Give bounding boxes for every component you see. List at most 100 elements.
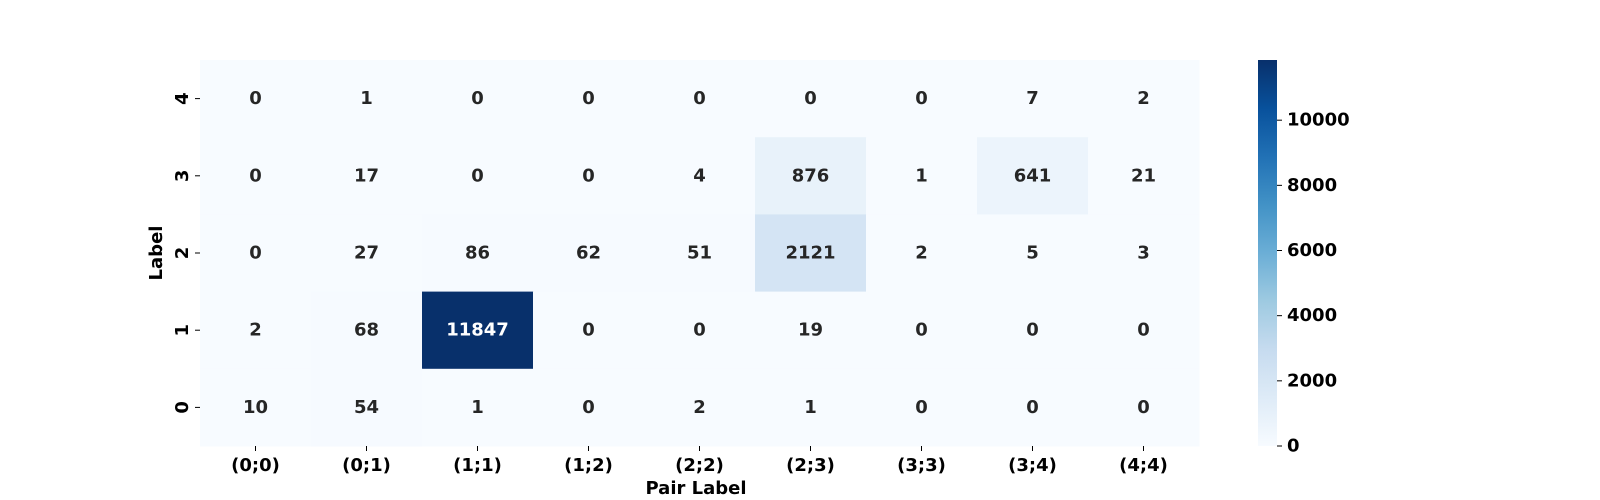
heatmap-cell [644, 368, 756, 447]
heatmap-cell [755, 214, 867, 293]
cell-value-label: 1 [471, 397, 484, 418]
cell-value-label: 27 [354, 243, 379, 264]
y-tick-label: 2 [172, 247, 193, 260]
x-tick-label: (0;0) [231, 455, 280, 476]
heatmap-cell [977, 60, 1089, 138]
cell-value-label: 0 [1026, 397, 1039, 418]
cell-value-label: 0 [1137, 397, 1150, 418]
x-tick-label: (3;3) [897, 455, 946, 476]
heatmap-cell [200, 368, 312, 447]
colorbar-tick-label: 2000 [1287, 370, 1337, 391]
cell-value-label: 54 [354, 397, 379, 418]
cell-value-label: 10 [243, 397, 268, 418]
cell-value-label: 0 [693, 320, 706, 341]
cell-value-label: 876 [792, 165, 830, 186]
cell-value-label: 1 [804, 397, 817, 418]
cell-value-label: 0 [471, 88, 484, 109]
heatmap-cell [1088, 291, 1200, 370]
heatmap-cell [533, 214, 645, 293]
cell-value-label: 0 [915, 88, 928, 109]
x-axis-ticks: (0;0) (0;1) (1;1) (1;2) (2;2) (2;3) (3;3) (3;4)… [231, 446, 1168, 476]
heatmap-cell [311, 214, 423, 293]
heatmap-cell [311, 137, 423, 215]
cell-value-label: 3 [1137, 243, 1150, 264]
heatmap-cell [311, 368, 423, 447]
x-axis-label: Pair Label [645, 478, 746, 499]
cell-value-label: 51 [687, 243, 712, 264]
cell-value-label: 2 [693, 397, 706, 418]
cell-value-label: 0 [582, 320, 595, 341]
cell-value-label: 0 [1137, 320, 1150, 341]
x-tick-label: (3;4) [1008, 455, 1057, 476]
cell-value-label: 5 [1026, 243, 1039, 264]
cell-value-label: 2121 [785, 243, 835, 264]
heatmap-cell [755, 291, 867, 370]
cell-value-label: 17 [354, 165, 379, 186]
heatmap-cell [422, 214, 534, 293]
heatmap-cell [644, 214, 756, 293]
cell-value-label: 0 [582, 88, 595, 109]
heatmap-cell [311, 291, 423, 370]
heatmap-cell [1088, 137, 1200, 215]
heatmap-cell [422, 137, 534, 215]
heatmap-cell [1088, 368, 1200, 447]
heatmap-cell-labels: 0 1 0 0 0 0 0 7 20 17 0 0 4 876 1 641 210 27 86 62 51 2121 2 5 3… [243, 88, 1156, 418]
heatmap-cells [200, 60, 1200, 447]
cell-value-label: 86 [465, 243, 490, 264]
y-tick-label: 3 [172, 170, 193, 183]
heatmap-cell [866, 368, 978, 447]
heatmap-cell [644, 291, 756, 370]
heatmap-cell [200, 60, 312, 138]
heatmap-cell [644, 137, 756, 215]
heatmap-cell [866, 60, 978, 138]
heatmap-cell [533, 291, 645, 370]
cell-value-label: 7 [1026, 88, 1039, 109]
cell-value-label: 0 [1026, 320, 1039, 341]
cell-value-label: 4 [693, 165, 706, 186]
x-tick-label: (2;3) [786, 455, 835, 476]
colorbar [1258, 60, 1277, 446]
heatmap-cell [644, 60, 756, 138]
heatmap-cell [533, 60, 645, 138]
x-tick-label: (1;2) [564, 455, 613, 476]
y-tick-label: 0 [172, 401, 193, 414]
heatmap-cell [200, 137, 312, 215]
heatmap-cell [200, 291, 312, 370]
cell-value-label: 0 [249, 165, 262, 186]
heatmap-cell [866, 291, 978, 370]
heatmap-cell [866, 214, 978, 293]
cell-value-label: 11847 [446, 320, 509, 341]
cell-value-label: 0 [915, 397, 928, 418]
x-tick-label: (2;2) [675, 455, 724, 476]
heatmap-cell [422, 60, 534, 138]
cell-value-label: 0 [582, 397, 595, 418]
cell-value-label: 0 [915, 320, 928, 341]
heatmap-cell [977, 368, 1089, 447]
heatmap-cell [977, 214, 1089, 293]
y-tick-label: 1 [172, 324, 193, 337]
heatmap-cell [533, 368, 645, 447]
heatmap-cell [755, 60, 867, 138]
cell-value-label: 0 [582, 165, 595, 186]
heatmap-cell [422, 368, 534, 447]
cell-value-label: 68 [354, 320, 379, 341]
cell-value-label: 0 [249, 243, 262, 264]
y-axis-ticks: 4 3 2 1 0 [172, 92, 200, 414]
x-tick-label: (1;1) [453, 455, 502, 476]
colorbar-tick-label: 6000 [1287, 240, 1337, 261]
cell-value-label: 0 [693, 88, 706, 109]
heatmap-cell [200, 214, 312, 293]
cell-value-label: 21 [1131, 165, 1156, 186]
heatmap-cell [1088, 60, 1200, 138]
cell-value-label: 0 [804, 88, 817, 109]
colorbar-tick-label: 4000 [1287, 305, 1337, 326]
cell-value-label: 2 [915, 243, 928, 264]
heatmap-cell [1088, 214, 1200, 293]
cell-value-label: 0 [249, 88, 262, 109]
colorbar-ticks: 0 2000 4000 6000 8000 10000 [1277, 110, 1350, 457]
heatmap-cell [755, 137, 867, 215]
cell-value-label: 641 [1014, 165, 1052, 186]
x-tick-label: (4;4) [1119, 455, 1168, 476]
y-tick-label: 4 [172, 92, 193, 105]
